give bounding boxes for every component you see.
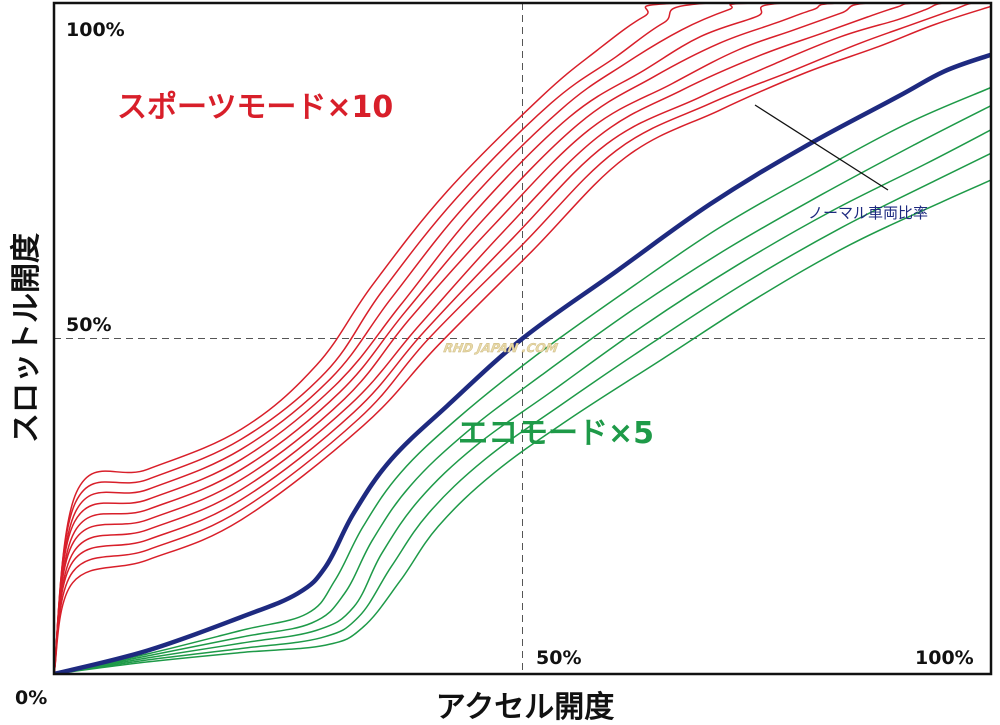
x-tick-label: 0%	[15, 687, 47, 709]
sport-curve-3	[54, 3, 991, 674]
eco-mode-annotation: エコモード×5	[458, 416, 654, 451]
y-tick-label: 100%	[66, 19, 125, 41]
annotation-leader-line	[754, 104, 889, 191]
sport-curve-5	[54, 3, 991, 674]
eco-curve-1	[54, 86, 991, 674]
x-tick-label: 50%	[536, 647, 581, 669]
sport-curve-1	[54, 5, 991, 674]
normal-curve-0	[54, 52, 991, 674]
sport-curve-9	[54, 3, 991, 674]
plot-border	[52, 1, 993, 676]
y-axis-title: スロットル開度	[9, 233, 44, 443]
sport-curve-2	[54, 3, 991, 674]
eco-curve-3	[54, 129, 991, 674]
x-tick-label: 100%	[915, 647, 974, 669]
sport-curve-6	[54, 3, 991, 674]
eco-curve-5	[54, 179, 991, 674]
sport-curve-10	[54, 3, 991, 674]
sport-curve-4	[54, 3, 991, 674]
watermark-text: RHD JAPAN .COM	[443, 341, 559, 355]
watermark: RHD JAPAN .COM	[442, 341, 559, 355]
normal-ratio-annotation: ノーマル車両比率	[808, 204, 928, 222]
plot-frame	[52, 1, 993, 676]
sport-curve-7	[54, 3, 991, 674]
eco-curve-4	[54, 152, 991, 674]
sport-mode-annotation: スポーツモード×10	[117, 90, 393, 125]
eco-curve-2	[54, 105, 991, 674]
sport-curve-8	[54, 3, 991, 674]
x-axis-title: アクセル開度	[436, 690, 615, 725]
series-layer	[54, 3, 991, 674]
y-tick-label: 50%	[66, 314, 111, 336]
